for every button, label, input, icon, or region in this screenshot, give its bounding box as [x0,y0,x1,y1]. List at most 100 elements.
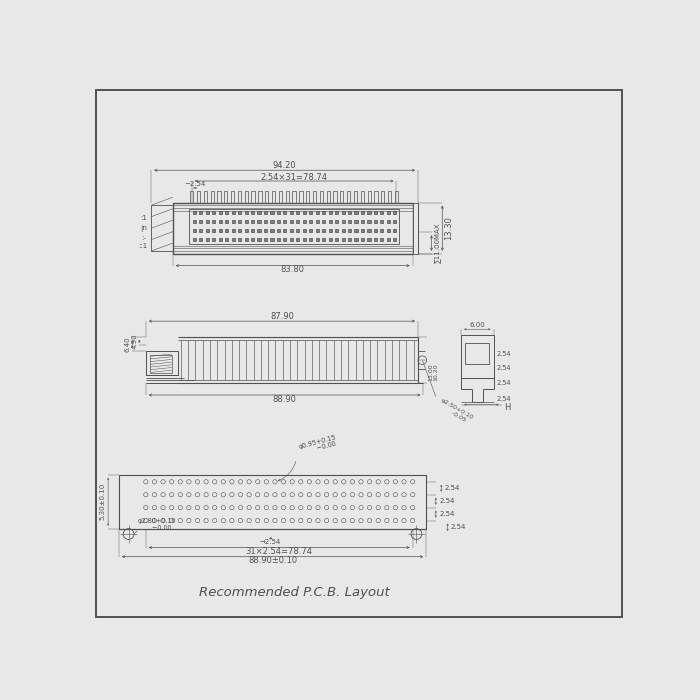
Bar [258,229,260,232]
Text: −2.54: −2.54 [184,181,206,188]
Bar [335,211,338,214]
Text: 2.54: 2.54 [496,365,511,371]
Text: 13.30: 13.30 [444,216,454,240]
Bar [382,190,384,202]
Bar [309,229,312,232]
Text: 2.54: 2.54 [439,511,454,517]
Text: |n: |n [140,225,146,232]
Bar [251,229,254,232]
Bar [393,220,396,223]
Bar [368,190,371,202]
Bar [361,211,364,214]
Bar [193,229,196,232]
Bar [277,211,280,214]
Bar [212,211,216,214]
Bar [368,229,370,232]
Bar [277,229,280,232]
Bar [290,211,293,214]
Bar [199,229,202,232]
Bar [245,190,248,202]
Bar [388,190,391,202]
Text: 2.54×31=78.74: 2.54×31=78.74 [260,173,328,182]
Bar [387,211,390,214]
Text: 5.30±0.10: 5.30±0.10 [100,483,106,520]
Bar [225,229,228,232]
Bar [232,220,235,223]
Bar [264,211,267,214]
Bar [361,238,364,242]
Bar [193,220,196,223]
Bar [313,190,316,202]
Bar [461,335,493,378]
Text: H: H [504,403,511,412]
Bar [348,211,351,214]
Bar [225,238,228,242]
Bar [238,220,242,223]
Text: 2.54: 2.54 [451,524,466,531]
Bar [387,238,390,242]
Bar [238,211,242,214]
Bar [296,229,300,232]
Bar [347,190,350,202]
Bar [316,229,318,232]
Bar [284,220,286,223]
Bar [316,220,318,223]
Bar [374,190,377,202]
Bar [342,220,344,223]
Text: Recommended P.C.B. Layout: Recommended P.C.B. Layout [199,586,389,598]
Bar [309,238,312,242]
Bar [387,220,390,223]
Bar [296,211,300,214]
Text: :1: :1 [140,215,146,221]
Text: →2.54: →2.54 [260,539,281,545]
Bar [270,220,274,223]
Text: 6.40: 6.40 [124,336,130,352]
Bar [293,190,295,202]
Bar [322,220,326,223]
Bar [277,220,280,223]
Bar [296,238,300,242]
Bar [354,229,358,232]
Bar [238,238,242,242]
Text: ::1: ::1 [139,243,148,249]
Bar [354,211,358,214]
Bar [150,355,172,373]
Text: ∑11.00MAX: ∑11.00MAX [434,223,440,263]
Bar [374,229,377,232]
Bar [218,211,222,214]
Bar [206,220,209,223]
Text: 2.54: 2.54 [496,380,511,386]
Text: :-: :- [141,235,146,241]
Bar [348,220,351,223]
Bar [279,190,282,202]
Bar [270,238,274,242]
Bar [354,190,357,202]
Bar [302,220,306,223]
Bar [284,238,286,242]
Bar [270,229,274,232]
Bar [173,202,412,254]
Bar [211,190,214,202]
Bar [290,220,293,223]
Bar [232,238,235,242]
Bar [342,229,344,232]
Bar [286,190,289,202]
Bar [265,190,268,202]
Text: 83.80: 83.80 [281,265,304,274]
Bar [218,190,220,202]
Bar [412,202,418,254]
Bar [322,229,326,232]
Text: 13.00: 13.00 [428,363,433,381]
Bar [190,190,193,202]
Bar [340,190,344,202]
Bar [206,211,209,214]
Bar [225,211,228,214]
Bar [395,190,398,202]
Bar [342,238,344,242]
Bar [328,220,332,223]
Bar [251,238,254,242]
Bar [316,238,318,242]
Bar [296,220,300,223]
Bar [328,211,332,214]
Text: 31×2.54=78.74: 31×2.54=78.74 [246,547,313,556]
